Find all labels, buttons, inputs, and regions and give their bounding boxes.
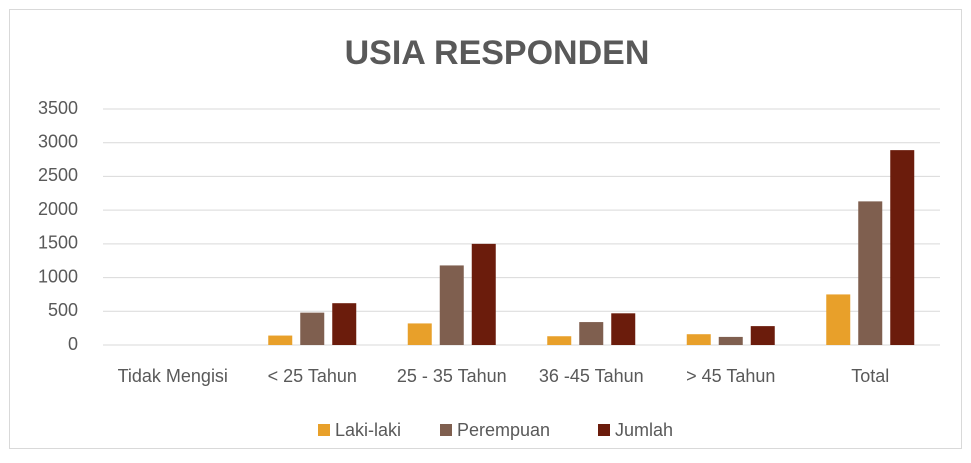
bar bbox=[439, 265, 464, 345]
y-tick-label: 2500 bbox=[38, 165, 78, 185]
bar bbox=[750, 326, 775, 345]
chart-border bbox=[9, 9, 962, 449]
bar bbox=[718, 336, 743, 345]
bar bbox=[858, 201, 883, 345]
y-tick-label: 2000 bbox=[38, 199, 78, 219]
x-tick-label: Tidak Mengisi bbox=[118, 366, 228, 386]
legend-swatch bbox=[598, 424, 610, 436]
bar bbox=[611, 313, 636, 345]
x-tick-label: Total bbox=[851, 366, 889, 386]
y-tick-label: 3000 bbox=[38, 131, 78, 151]
y-tick-label: 1500 bbox=[38, 233, 78, 253]
y-tick-label: 500 bbox=[48, 300, 78, 320]
x-tick-label: 25 - 35 Tahun bbox=[397, 366, 507, 386]
y-tick-label: 0 bbox=[68, 334, 78, 354]
legend-swatch bbox=[318, 424, 330, 436]
bar bbox=[268, 335, 293, 345]
chart-title: USIA RESPONDEN bbox=[345, 34, 650, 72]
x-tick-label: 36 -45 Tahun bbox=[539, 366, 644, 386]
bar bbox=[890, 150, 915, 345]
bar bbox=[826, 294, 851, 345]
y-tick-label: 1000 bbox=[38, 266, 78, 286]
legend-label: Perempuan bbox=[457, 420, 550, 440]
legend-swatch bbox=[440, 424, 452, 436]
x-tick-label: < 25 Tahun bbox=[268, 366, 357, 386]
bar bbox=[579, 322, 604, 345]
bar bbox=[547, 336, 572, 345]
y-tick-label: 3500 bbox=[38, 98, 78, 118]
bar bbox=[686, 334, 711, 345]
legend-label: Laki-laki bbox=[335, 420, 401, 440]
bar bbox=[300, 312, 325, 345]
bar bbox=[332, 303, 357, 345]
x-tick-label: > 45 Tahun bbox=[686, 366, 775, 386]
legend-label: Jumlah bbox=[615, 420, 673, 440]
bar bbox=[471, 243, 496, 345]
bar bbox=[407, 323, 432, 345]
